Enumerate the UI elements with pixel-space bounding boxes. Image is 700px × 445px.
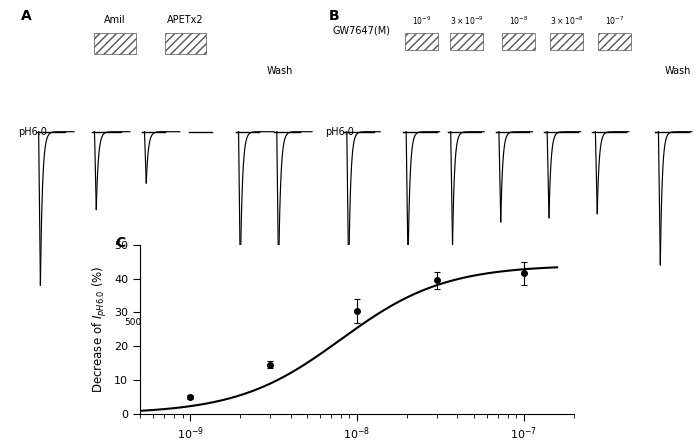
Text: APETx2: APETx2	[167, 15, 204, 25]
Bar	[501, 33, 535, 50]
Text: 5s: 5s	[167, 381, 178, 390]
Bar	[598, 33, 631, 50]
Text: $10^{-8}$: $10^{-8}$	[509, 15, 528, 28]
Text: GW7647(M): GW7647(M)	[332, 25, 391, 35]
Text: $3\times10^{-8}$: $3\times10^{-8}$	[550, 15, 583, 28]
Text: A: A	[21, 9, 32, 23]
Text: 500pA: 500pA	[511, 318, 540, 327]
Text: pH6.0: pH6.0	[326, 127, 354, 137]
Text: $10^{-7}$: $10^{-7}$	[605, 15, 624, 28]
Bar	[94, 33, 136, 54]
Text: Wash: Wash	[267, 66, 293, 76]
Text: pH6.0: pH6.0	[18, 127, 47, 137]
Text: 5s: 5s	[556, 381, 566, 390]
Text: B: B	[329, 9, 340, 23]
Text: $10^{-9}$: $10^{-9}$	[412, 15, 431, 28]
Bar	[449, 33, 483, 50]
Text: Amil: Amil	[104, 15, 126, 25]
Text: 500pA: 500pA	[124, 318, 153, 327]
Text: C: C	[116, 236, 126, 250]
Bar	[165, 33, 206, 54]
Bar	[550, 33, 583, 50]
Text: Wash: Wash	[664, 66, 691, 76]
Text: $3\times10^{-9}$: $3\times10^{-9}$	[449, 15, 483, 28]
Bar	[405, 33, 438, 50]
Y-axis label: Decrease of $I_{pH6.0}$ (%): Decrease of $I_{pH6.0}$ (%)	[90, 266, 108, 393]
